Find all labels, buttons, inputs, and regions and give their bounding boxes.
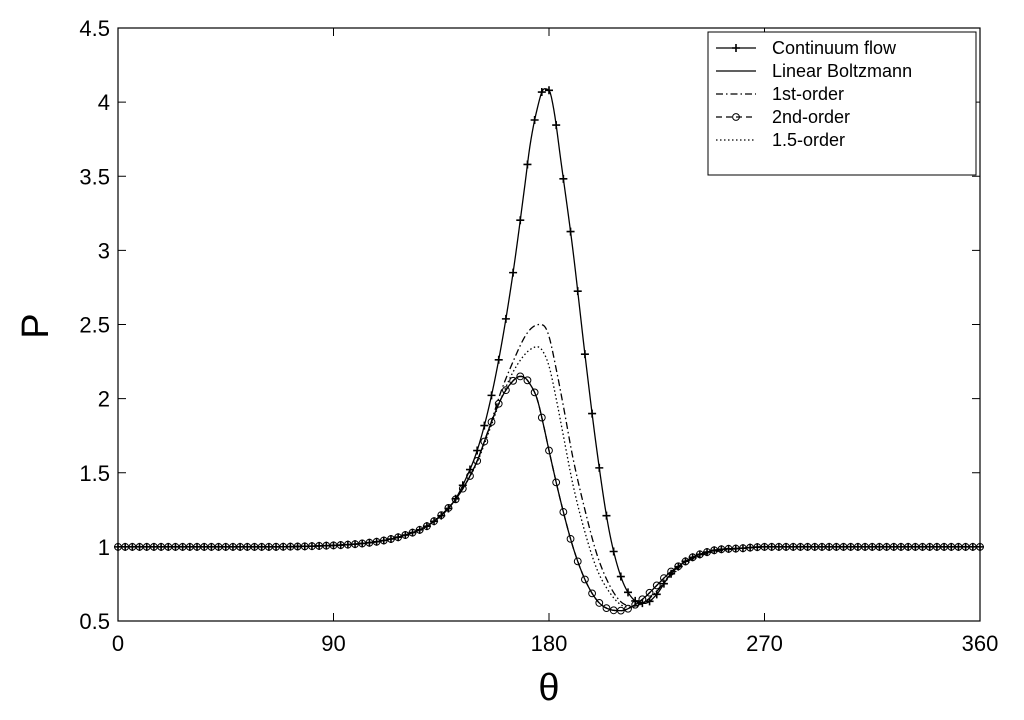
y-tick-label: 2 — [98, 387, 110, 412]
x-axis: 0 90 180 270 360 — [112, 28, 998, 656]
y-axis: 0.5 1 1.5 2 2.5 3 3.5 4 4.5 — [79, 16, 980, 634]
circle-marker — [408, 528, 417, 537]
circle-marker — [652, 581, 661, 590]
circle-marker — [494, 399, 503, 408]
circle-marker — [509, 376, 517, 385]
legend-box — [707, 31, 977, 176]
circle-marker — [616, 606, 625, 615]
plus-marker — [566, 227, 575, 236]
y-tick-label: 4.5 — [79, 16, 110, 41]
plus-marker — [602, 511, 611, 520]
circle-marker — [487, 418, 496, 426]
circle-marker — [516, 372, 525, 381]
circle-marker — [976, 542, 984, 551]
plus-marker — [624, 588, 633, 597]
x-tick-label: 180 — [531, 631, 568, 656]
circle-marker — [710, 546, 719, 555]
circle-marker — [552, 478, 561, 487]
circle-marker — [545, 446, 553, 455]
circle-marker — [372, 537, 381, 546]
circle-marker — [530, 388, 539, 397]
circle-marker — [660, 574, 668, 582]
plus-marker — [501, 314, 510, 323]
y-axis-title: P — [15, 313, 57, 338]
plus-marker — [609, 547, 618, 556]
circle-marker — [537, 413, 546, 422]
circle-marker — [379, 536, 388, 545]
legend-label-2: 1st-order — [772, 84, 844, 104]
series-line-3 — [118, 375, 980, 612]
circle-marker — [437, 511, 446, 519]
plus-marker — [545, 86, 553, 95]
circle-marker — [645, 588, 654, 597]
plus-marker — [595, 463, 604, 472]
plus-marker — [509, 268, 518, 277]
circle-marker — [444, 503, 453, 512]
circle-marker — [624, 604, 632, 613]
circle-marker — [566, 534, 575, 543]
y-tick-label: 2.5 — [79, 313, 110, 338]
plus-marker — [473, 446, 482, 455]
legend: Continuum flow Linear Boltzmann 1st-order 2… — [707, 31, 977, 176]
plus-marker — [588, 409, 597, 418]
legend-label-0: Continuum flow — [772, 38, 897, 58]
circle-marker — [581, 575, 589, 584]
legend-label-1: Linear Boltzmann — [772, 61, 912, 81]
y-tick-label: 4 — [98, 90, 110, 115]
plus-marker — [523, 160, 532, 169]
plus-marker — [616, 572, 625, 581]
x-tick-label: 90 — [321, 631, 345, 656]
plus-marker — [537, 88, 546, 97]
circle-marker — [595, 599, 604, 607]
circle-marker — [559, 508, 568, 516]
x-tick-label: 270 — [746, 631, 783, 656]
circle-marker — [667, 567, 676, 576]
circle-marker — [394, 533, 403, 542]
circle-marker — [588, 589, 596, 598]
legend-label-3: 2nd-order — [772, 107, 850, 127]
circle-marker — [387, 535, 395, 543]
series-layer — [114, 86, 984, 615]
circle-marker — [573, 557, 582, 566]
plus-marker — [659, 579, 668, 588]
plus-marker — [552, 121, 561, 130]
circle-marker — [458, 484, 467, 493]
x-axis-title: θ — [538, 667, 559, 709]
y-tick-label: 3 — [98, 238, 110, 263]
plus-marker — [580, 350, 589, 359]
y-tick-label: 1 — [98, 535, 110, 560]
plus-marker — [530, 115, 539, 124]
circle-marker — [401, 531, 410, 539]
x-tick-label: 0 — [112, 631, 124, 656]
legend-label-4: 1.5-order — [772, 130, 845, 150]
circle-marker — [631, 600, 640, 609]
circle-marker — [523, 376, 532, 385]
circle-marker — [473, 456, 482, 465]
circle-marker — [502, 386, 510, 395]
plus-marker — [480, 421, 489, 430]
y-tick-label: 3.5 — [79, 164, 110, 189]
legend-circle-marker — [732, 113, 740, 121]
circle-marker — [451, 495, 460, 504]
x-tick-label: 360 — [962, 631, 999, 656]
plus-marker — [487, 391, 496, 400]
circle-marker — [422, 522, 431, 531]
plus-marker — [516, 216, 525, 225]
circle-marker — [602, 604, 611, 613]
plus-marker — [559, 174, 568, 183]
plus-marker — [573, 287, 582, 296]
y-tick-label: 0.5 — [79, 609, 110, 634]
y-tick-label: 1.5 — [79, 461, 110, 486]
circle-marker — [466, 472, 474, 480]
circle-marker — [430, 517, 438, 526]
legend-plus-marker — [732, 44, 740, 52]
plus-marker — [494, 355, 503, 364]
circle-marker — [415, 525, 424, 534]
circle-marker — [638, 595, 647, 604]
